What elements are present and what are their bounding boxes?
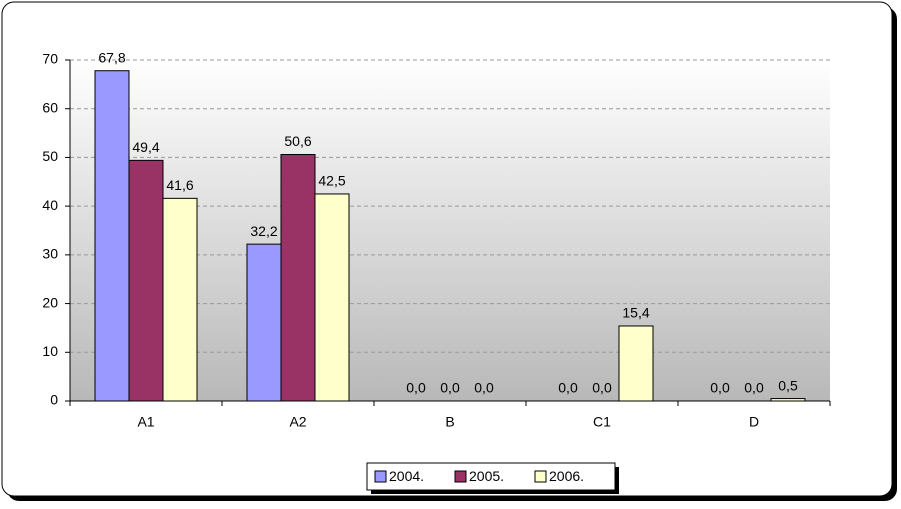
x-tick-label: B xyxy=(445,414,454,430)
value-label: 0,0 xyxy=(474,380,494,396)
bar xyxy=(280,154,316,402)
value-label: 0,5 xyxy=(778,377,798,393)
value-label: 42,5 xyxy=(318,173,345,189)
bar xyxy=(618,325,654,402)
value-label: 67,8 xyxy=(98,49,125,65)
value-label: 49,4 xyxy=(132,139,159,155)
y-tick-label: 30 xyxy=(42,246,58,262)
value-label: 15,4 xyxy=(622,305,649,321)
legend-label: 2006. xyxy=(549,468,584,484)
y-tick-label: 10 xyxy=(42,343,58,359)
y-tick-label: 40 xyxy=(42,197,58,213)
bar xyxy=(162,197,198,402)
y-tick-label: 70 xyxy=(42,51,58,67)
value-label: 0,0 xyxy=(710,380,730,396)
value-label: 0,0 xyxy=(440,380,460,396)
legend-swatch xyxy=(534,470,547,483)
legend-label: 2005. xyxy=(469,468,504,484)
x-tick-label: D xyxy=(749,414,759,430)
x-tick-label: C1 xyxy=(593,414,611,430)
y-tick-label: 60 xyxy=(42,99,58,115)
value-label: 50,6 xyxy=(284,133,311,149)
value-label: 0,0 xyxy=(558,380,578,396)
bar xyxy=(770,398,806,402)
y-tick-label: 20 xyxy=(42,294,58,310)
bar xyxy=(94,70,130,402)
value-label: 32,2 xyxy=(250,223,277,239)
bar xyxy=(314,193,350,402)
x-tick-label: A1 xyxy=(137,414,154,430)
legend-label: 2004. xyxy=(389,468,424,484)
value-label: 41,6 xyxy=(166,177,193,193)
y-tick-label: 0 xyxy=(50,392,58,408)
legend-swatch xyxy=(454,470,467,483)
legend xyxy=(366,462,616,491)
value-label: 0,0 xyxy=(744,380,764,396)
y-tick-label: 50 xyxy=(42,148,58,164)
value-label: 0,0 xyxy=(406,380,426,396)
value-label: 0,0 xyxy=(592,380,612,396)
legend-swatch xyxy=(374,470,387,483)
bar xyxy=(246,243,282,402)
x-tick-label: A2 xyxy=(289,414,306,430)
bar xyxy=(128,159,164,402)
